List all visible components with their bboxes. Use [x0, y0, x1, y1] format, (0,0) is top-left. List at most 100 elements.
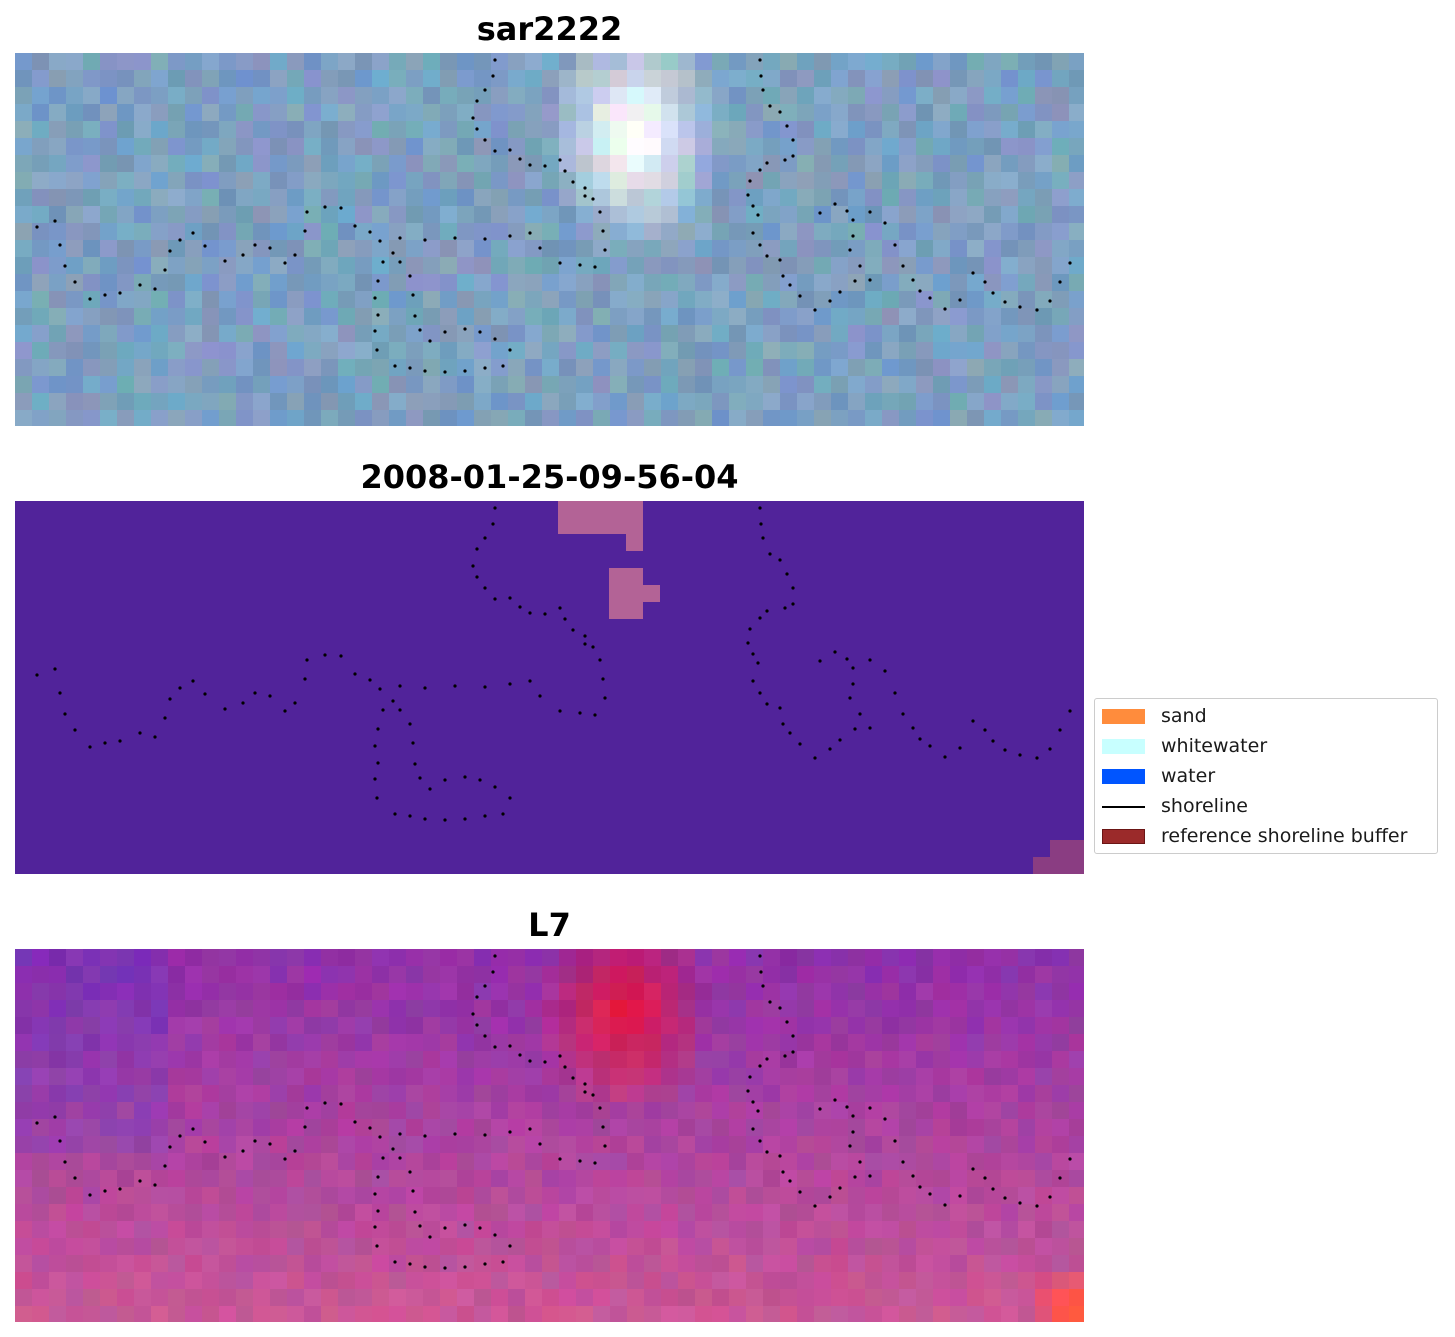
sar-pixel [185, 342, 203, 360]
l7-pixel [729, 1272, 747, 1290]
sar-pixel [355, 155, 373, 173]
l7-pixel [848, 966, 866, 984]
sar-pixel [49, 325, 67, 343]
sar-pixel [746, 87, 764, 105]
l7-pixel [49, 1289, 67, 1307]
sar-pixel [32, 376, 50, 394]
shoreline-point [813, 756, 817, 760]
l7-pixel [950, 1068, 968, 1086]
l7-pixel [32, 1238, 50, 1256]
shoreline-point [483, 366, 487, 370]
l7-pixel [32, 1034, 50, 1052]
l7-pixel [1018, 1119, 1036, 1137]
sar-pixel [576, 53, 594, 71]
l7-pixel [950, 1255, 968, 1273]
sar-pixel [678, 121, 696, 139]
l7-pixel [1001, 1255, 1019, 1273]
l7-pixel [882, 1238, 900, 1256]
shoreline-point [501, 1260, 505, 1264]
sar-pixel [168, 257, 186, 275]
sar-pixel [236, 70, 254, 88]
sar-pixel [848, 138, 866, 156]
shoreline-point [73, 280, 77, 284]
l7-pixel [202, 1085, 220, 1103]
sar-pixel [304, 240, 322, 258]
l7-pixel [542, 1187, 560, 1205]
l7-pixel [508, 1306, 526, 1322]
sar-pixel [542, 172, 560, 190]
sar-pixel [848, 342, 866, 360]
sar-pixel [763, 240, 781, 258]
sar-pixel [474, 87, 492, 105]
shoreline-point [748, 179, 752, 183]
shoreline-point [376, 727, 380, 731]
l7-pixel [321, 1034, 339, 1052]
l7-pixel [32, 1289, 50, 1307]
shoreline-point [851, 682, 855, 686]
l7-pixel [389, 1204, 407, 1222]
l7-pixel [1069, 1221, 1084, 1239]
shoreline-point [893, 243, 897, 247]
l7-pixel [1001, 1034, 1019, 1052]
l7-pixel [185, 1051, 203, 1069]
sar-pixel [1001, 376, 1019, 394]
sar-pixel [15, 393, 33, 411]
l7-pixel [661, 1153, 679, 1171]
sar-pixel [440, 393, 458, 411]
l7-pixel [661, 983, 679, 1001]
sar-pixel [508, 70, 526, 88]
l7-pixel [933, 1204, 951, 1222]
sar-pixel [134, 189, 152, 207]
sar-pixel [508, 172, 526, 190]
sar-pixel [967, 121, 985, 139]
sar-pixel [627, 206, 645, 224]
sar-pixel [865, 189, 883, 207]
l7-pixel [474, 1238, 492, 1256]
sar-pixel [967, 206, 985, 224]
sar-pixel [304, 206, 322, 224]
l7-pixel [100, 1017, 118, 1035]
l7-pixel [440, 966, 458, 984]
legend: sand whitewater water shoreline referenc… [1094, 698, 1438, 854]
l7-pixel [780, 1187, 798, 1205]
l7-pixel [1052, 1272, 1070, 1290]
sar-pixel [236, 359, 254, 377]
l7-pixel [508, 966, 526, 984]
sar-pixel [1018, 410, 1036, 426]
sar-pixel [389, 376, 407, 394]
sar-pixel [457, 308, 475, 326]
l7-pixel [253, 1238, 271, 1256]
sar-pixel [168, 359, 186, 377]
sar-pixel [406, 223, 424, 241]
sar-pixel [508, 189, 526, 207]
l7-pixel [1035, 949, 1053, 967]
sar-pixel [576, 308, 594, 326]
l7-pixel [49, 983, 67, 1001]
l7-pixel [321, 1255, 339, 1273]
sar-pixel [865, 308, 883, 326]
l7-pixel [168, 1136, 186, 1154]
sar-pixel [1052, 121, 1070, 139]
sar-pixel [780, 121, 798, 139]
sar-pixel [712, 308, 730, 326]
shoreline-point [558, 158, 562, 162]
l7-pixel [440, 1289, 458, 1307]
l7-pixel [100, 1136, 118, 1154]
sar-pixel [814, 104, 832, 122]
l7-pixel [406, 1272, 424, 1290]
l7-pixel [967, 1238, 985, 1256]
l7-pixel [389, 1017, 407, 1035]
sar-pixel [831, 206, 849, 224]
sar-pixel [287, 70, 305, 88]
l7-pixel [865, 1119, 883, 1137]
shoreline-point [893, 691, 897, 695]
sar-pixel [49, 308, 67, 326]
l7-pixel [1001, 1119, 1019, 1137]
sar-pixel [117, 189, 135, 207]
l7-pixel [355, 1170, 373, 1188]
sar-pixel [491, 206, 509, 224]
sar-pixel [270, 257, 288, 275]
shoreline-point [791, 138, 795, 142]
l7-pixel [32, 1187, 50, 1205]
l7-pixel [933, 983, 951, 1001]
